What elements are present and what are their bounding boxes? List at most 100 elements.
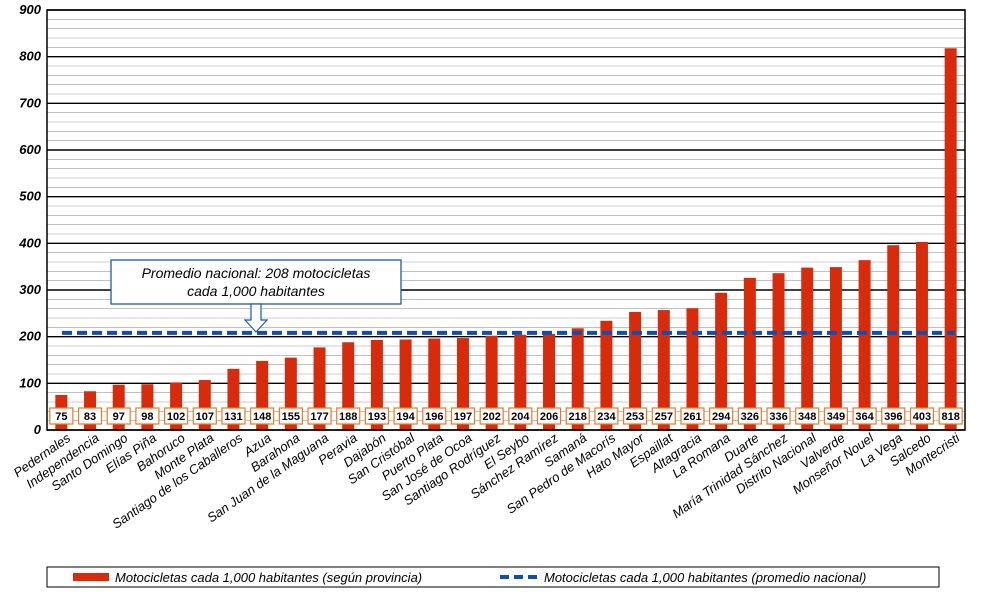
y-tick-label: 300: [19, 282, 41, 297]
bar: [629, 311, 642, 430]
value-label: 131: [224, 411, 242, 423]
value-label-box: [479, 407, 504, 425]
value-label-box: [450, 407, 476, 425]
value-labels: 75 83 97 98 102 107 131 148 155 177 188 193 194 196 19…: [49, 407, 963, 425]
value-label-box: [680, 407, 705, 425]
bars: [55, 48, 957, 431]
callout-line1: Promedio nacional: 208 motocicletas: [142, 265, 371, 281]
value-label: 261: [683, 411, 701, 423]
value-label-box: [709, 407, 734, 425]
value-label-box: [823, 407, 849, 425]
value-label-box: [135, 407, 160, 425]
y-tick-label: 800: [19, 49, 41, 64]
value-label: 194: [396, 411, 415, 423]
value-label: 336: [769, 411, 787, 423]
value-label-box: [766, 407, 791, 425]
value-label-box: [909, 407, 935, 425]
bar: [858, 260, 871, 430]
legend-line-label: Motocicletas cada 1,000 habitantes (prom…: [544, 570, 866, 585]
value-label: 196: [425, 411, 443, 423]
value-label: 396: [884, 411, 902, 423]
bar: [801, 267, 814, 430]
value-label: 326: [741, 411, 759, 423]
value-label: 97: [113, 411, 125, 423]
value-label-box: [594, 407, 619, 425]
value-label: 204: [511, 411, 530, 423]
value-label: 202: [482, 411, 500, 423]
value-label: 75: [55, 411, 67, 423]
bar: [715, 292, 728, 430]
y-tick-label: 200: [18, 329, 41, 344]
value-label: 107: [196, 411, 214, 423]
bar: [657, 310, 670, 430]
national-average-callout: Promedio nacional: 208 motocicletas cada…: [110, 259, 402, 333]
bar: [428, 338, 441, 430]
value-label-box: [250, 407, 275, 425]
value-label: 257: [655, 411, 673, 423]
value-label: 294: [712, 411, 731, 423]
legend-bar-label: Motocicletas cada 1,000 habitantes (segú…: [115, 570, 422, 585]
bar: [887, 245, 900, 430]
value-label: 83: [84, 411, 96, 423]
value-label-box: [49, 407, 74, 425]
value-label: 177: [310, 411, 328, 423]
bar: [514, 334, 527, 430]
value-label-box: [278, 407, 303, 425]
value-label-box: [881, 407, 906, 425]
value-label: 148: [253, 411, 271, 423]
value-label-box: [852, 407, 877, 425]
bar: [829, 267, 842, 430]
value-label: 349: [827, 411, 845, 423]
value-label: 234: [597, 411, 616, 423]
value-label: 364: [855, 411, 874, 423]
bar: [686, 308, 699, 430]
value-label-box: [221, 407, 246, 425]
value-label: 98: [141, 411, 153, 423]
legend-bar-swatch: [73, 573, 109, 581]
bar: [772, 273, 785, 430]
y-axis-tick-labels: 0 100 200 300 400 500 600 700 800 900: [18, 2, 41, 437]
value-label: 218: [569, 411, 587, 423]
callout-arrow-icon: [243, 303, 269, 333]
y-tick-label: 500: [19, 189, 41, 204]
value-label-box: [651, 407, 676, 425]
bar: [600, 320, 613, 430]
value-label-box: [422, 407, 447, 425]
value-label-box: [364, 407, 390, 425]
y-tick-label: 700: [19, 95, 41, 110]
value-label-box: [307, 407, 332, 425]
value-label: 155: [282, 411, 300, 423]
value-label: 197: [454, 411, 472, 423]
bar: [915, 241, 928, 430]
value-label-box: [737, 407, 762, 425]
bar: [399, 339, 412, 430]
value-label: 102: [167, 411, 185, 423]
bar: [571, 328, 584, 430]
bar: [944, 48, 957, 431]
value-label-box: [536, 407, 562, 425]
value-label: 206: [540, 411, 558, 423]
y-tick-label: 900: [19, 2, 41, 17]
value-label-box: [938, 407, 963, 425]
legend-box: [46, 566, 940, 588]
bar: [743, 277, 756, 430]
value-label: 348: [798, 411, 816, 423]
legend: Motocicletas cada 1,000 habitantes (segú…: [46, 566, 940, 588]
callout-line2: cada 1,000 habitantes: [187, 283, 325, 299]
y-tick-label: 600: [19, 142, 41, 157]
value-label-box: [393, 407, 418, 425]
value-label-box: [508, 407, 533, 425]
value-label-box: [795, 407, 820, 425]
value-label-box: [77, 407, 103, 425]
bar: [456, 338, 469, 430]
bar: [543, 333, 556, 430]
value-label: 193: [368, 411, 386, 423]
value-label-box: [565, 407, 590, 425]
value-label-box: [336, 407, 361, 425]
callout-box: [110, 259, 402, 305]
value-label: 818: [941, 411, 959, 423]
value-label: 403: [913, 411, 931, 423]
y-tick-label: 0: [34, 422, 42, 437]
plot-area-frame: [46, 9, 966, 431]
